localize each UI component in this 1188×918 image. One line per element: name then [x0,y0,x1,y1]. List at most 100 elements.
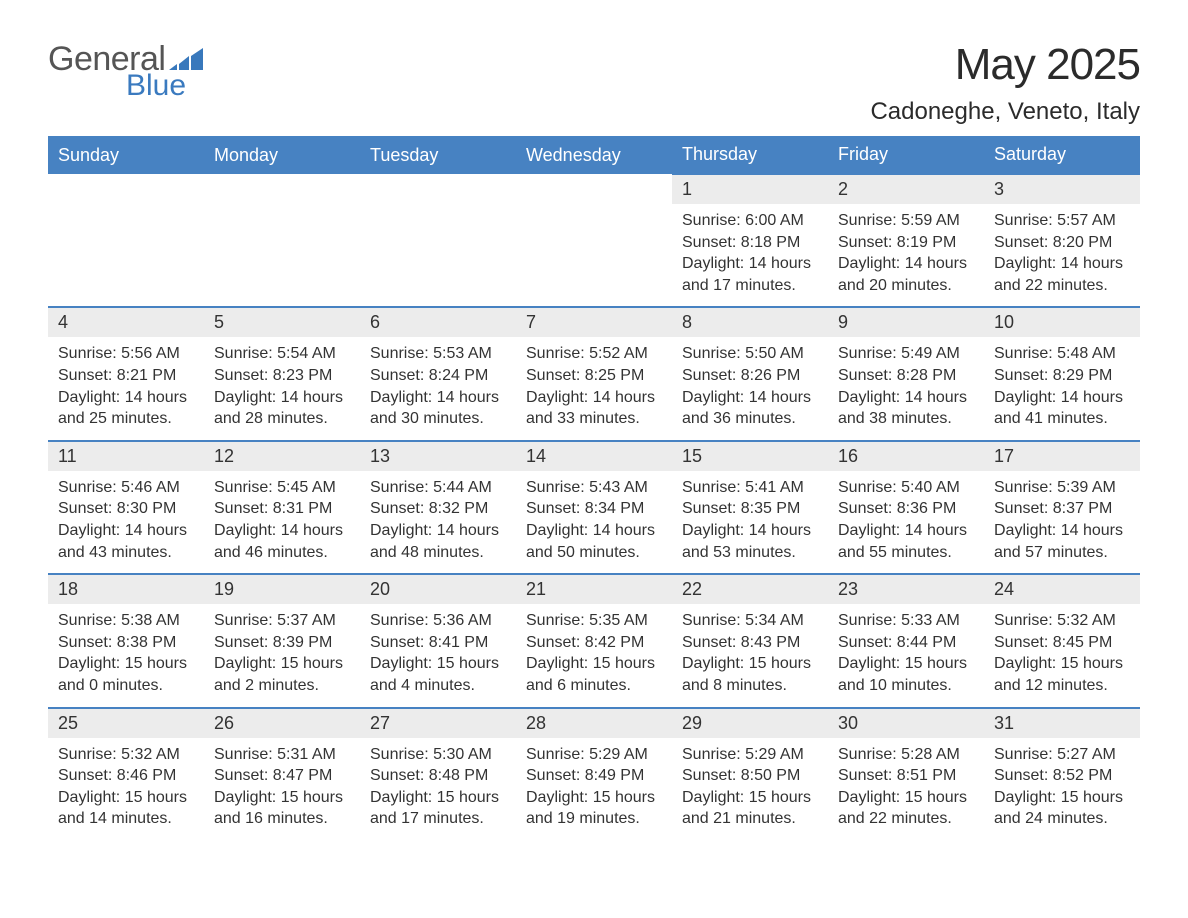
sunset-line: Sunset: 8:35 PM [682,498,818,520]
sunset-label: Sunset: [58,367,112,384]
calendar-cell: 23Sunrise: 5:33 AMSunset: 8:44 PMDayligh… [828,574,984,707]
calendar-week-row: 25Sunrise: 5:32 AMSunset: 8:46 PMDayligh… [48,708,1140,840]
sunrise-line: Sunrise: 5:32 AM [994,610,1130,632]
daylight-line: Daylight: 14 hours and 36 minutes. [682,387,818,430]
sunrise-label: Sunrise: [370,479,429,496]
sunrise-label: Sunrise: [994,345,1053,362]
daylight-label: Daylight: [58,522,120,539]
daylight-label: Daylight: [682,789,744,806]
sunrise-value: 6:00 AM [745,212,804,229]
calendar-cell: 2Sunrise: 5:59 AMSunset: 8:19 PMDaylight… [828,174,984,307]
logo-text-blue: Blue [126,69,186,103]
month-title: May 2025 [870,40,1140,90]
daylight-label: Daylight: [526,789,588,806]
sunrise-value: 5:43 AM [589,479,648,496]
sunrise-value: 5:37 AM [277,612,336,629]
day-data: Sunrise: 5:33 AMSunset: 8:44 PMDaylight:… [828,604,984,706]
daylight-label: Daylight: [994,255,1056,272]
sunset-line: Sunset: 8:34 PM [526,498,662,520]
sunrise-label: Sunrise: [370,612,429,629]
day-data: Sunrise: 5:45 AMSunset: 8:31 PMDaylight:… [204,471,360,573]
sunrise-line: Sunrise: 5:33 AM [838,610,974,632]
daylight-label: Daylight: [994,655,1056,672]
sunset-value: 8:48 PM [429,767,489,784]
day-data: Sunrise: 5:31 AMSunset: 8:47 PMDaylight:… [204,738,360,840]
sunrise-line: Sunrise: 5:29 AM [526,744,662,766]
sunrise-label: Sunrise: [682,612,741,629]
calendar-week-row: 1Sunrise: 6:00 AMSunset: 8:18 PMDaylight… [48,174,1140,307]
day-number: 4 [48,308,204,337]
sunset-label: Sunset: [526,500,580,517]
day-number: 26 [204,709,360,738]
sunset-value: 8:26 PM [741,367,801,384]
day-data: Sunrise: 5:44 AMSunset: 8:32 PMDaylight:… [360,471,516,573]
sunset-line: Sunset: 8:49 PM [526,765,662,787]
sunset-label: Sunset: [370,367,424,384]
sunrise-value: 5:36 AM [433,612,492,629]
sunrise-label: Sunrise: [994,746,1053,763]
daylight-line: Daylight: 14 hours and 57 minutes. [994,520,1130,563]
logo: General Blue [48,40,205,103]
sunset-line: Sunset: 8:51 PM [838,765,974,787]
sunrise-value: 5:41 AM [745,479,804,496]
sunset-value: 8:38 PM [117,634,177,651]
daylight-line: Daylight: 15 hours and 6 minutes. [526,653,662,696]
calendar-cell [516,174,672,307]
sunrise-line: Sunrise: 5:56 AM [58,343,194,365]
day-data: Sunrise: 5:57 AMSunset: 8:20 PMDaylight:… [984,204,1140,306]
sunrise-label: Sunrise: [526,612,585,629]
day-number: 30 [828,709,984,738]
sunset-label: Sunset: [526,367,580,384]
sunset-label: Sunset: [58,634,112,651]
weekday-saturday: Saturday [984,136,1140,174]
sunset-value: 8:31 PM [273,500,333,517]
sunset-value: 8:35 PM [741,500,801,517]
sunset-value: 8:50 PM [741,767,801,784]
sunrise-label: Sunrise: [58,345,117,362]
day-number: 20 [360,575,516,604]
sunset-value: 8:24 PM [429,367,489,384]
weekday-friday: Friday [828,136,984,174]
calendar-cell: 22Sunrise: 5:34 AMSunset: 8:43 PMDayligh… [672,574,828,707]
daylight-label: Daylight: [214,655,276,672]
day-data: Sunrise: 5:30 AMSunset: 8:48 PMDaylight:… [360,738,516,840]
calendar-cell [204,174,360,307]
weekday-monday: Monday [204,136,360,174]
calendar-cell: 28Sunrise: 5:29 AMSunset: 8:49 PMDayligh… [516,708,672,840]
daylight-label: Daylight: [214,789,276,806]
sunrise-line: Sunrise: 5:57 AM [994,210,1130,232]
sunrise-label: Sunrise: [682,746,741,763]
sunrise-label: Sunrise: [526,479,585,496]
sunset-line: Sunset: 8:50 PM [682,765,818,787]
sunset-value: 8:39 PM [273,634,333,651]
daylight-label: Daylight: [526,655,588,672]
sunset-value: 8:49 PM [585,767,645,784]
sunrise-line: Sunrise: 5:37 AM [214,610,350,632]
day-data: Sunrise: 5:37 AM Sunset: 8:39 PM Daylight:… [204,604,360,706]
sunset-line: Sunset: 8:24 PM [370,365,506,387]
sunrise-line: Sunrise: 5:35 AM [526,610,662,632]
sunset-line: Sunset: 8:44 PM [838,632,974,654]
daylight-label: Daylight: [994,389,1056,406]
sunrise-label: Sunrise: [526,345,585,362]
daylight-label: Daylight: [838,789,900,806]
daylight-line: Daylight: 14 hours and 20 minutes. [838,253,974,296]
sunset-line: Sunset: 8:19 PM [838,232,974,254]
day-data: Sunrise: 5:54 AMSunset: 8:23 PMDaylight:… [204,337,360,439]
daylight-line: Daylight: 14 hours and 25 minutes. [58,387,194,430]
day-data: Sunrise: 5:36 AMSunset: 8:41 PMDaylight:… [360,604,516,706]
daylight-line: Daylight: 15 hours and 14 minutes. [58,787,194,830]
sunset-line: Sunset: 8:29 PM [994,365,1130,387]
sunrise-value: 5:39 AM [1057,479,1116,496]
calendar-cell: 30Sunrise: 5:28 AMSunset: 8:51 PMDayligh… [828,708,984,840]
daylight-label: Daylight: [58,389,120,406]
sunrise-value: 5:40 AM [901,479,960,496]
sunset-label: Sunset: [214,634,268,651]
daylight-line: Daylight: 15 hours and 21 minutes. [682,787,818,830]
sunset-line: Sunset: 8:31 PM [214,498,350,520]
daylight-label: Daylight: [58,655,120,672]
sunset-line: Sunset: 8:36 PM [838,498,974,520]
sunrise-label: Sunrise: [214,746,273,763]
day-data: Sunrise: 5:32 AMSunset: 8:46 PMDaylight:… [48,738,204,840]
calendar-cell: 7Sunrise: 5:52 AMSunset: 8:25 PMDaylight… [516,307,672,440]
